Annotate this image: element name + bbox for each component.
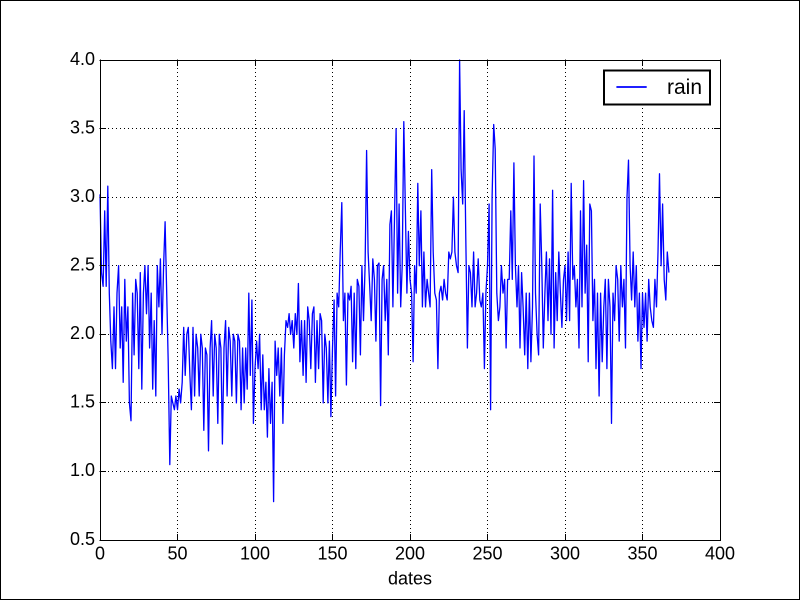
svg-text:3.5: 3.5: [70, 117, 95, 137]
svg-text:1.5: 1.5: [70, 392, 95, 412]
svg-text:dates: dates: [388, 569, 432, 589]
svg-text:50: 50: [167, 544, 187, 564]
svg-text:1.0: 1.0: [70, 460, 95, 480]
svg-text:100: 100: [240, 544, 270, 564]
svg-text:2.0: 2.0: [70, 323, 95, 343]
svg-text:150: 150: [317, 544, 347, 564]
svg-text:4.0: 4.0: [70, 49, 95, 69]
svg-text:300: 300: [550, 544, 580, 564]
svg-text:0: 0: [95, 544, 105, 564]
svg-text:400: 400: [705, 544, 735, 564]
svg-text:rain: rain: [667, 76, 702, 99]
svg-text:2.5: 2.5: [70, 255, 95, 275]
svg-text:0.5: 0.5: [70, 529, 95, 549]
svg-text:200: 200: [395, 544, 425, 564]
svg-text:350: 350: [627, 544, 657, 564]
svg-text:250: 250: [472, 544, 502, 564]
svg-text:3.0: 3.0: [70, 186, 95, 206]
